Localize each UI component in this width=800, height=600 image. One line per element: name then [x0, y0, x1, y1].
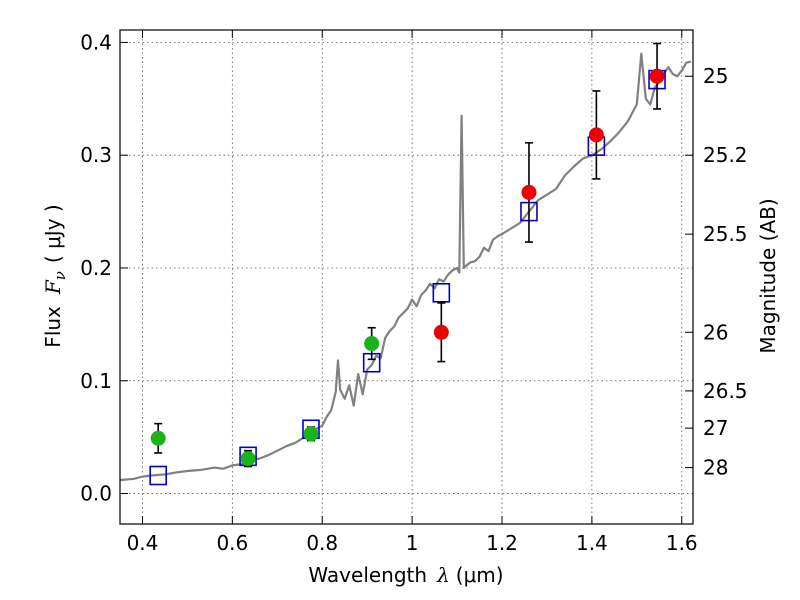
x-tick-label: 0.4 — [127, 531, 159, 555]
y-tick-label: 0.0 — [80, 482, 112, 506]
plot-frame — [119, 29, 694, 525]
x-tick-label: 0.6 — [216, 531, 248, 555]
model-square-marker — [432, 282, 451, 303]
y-axis-title-text: Flux — [41, 306, 65, 348]
y2-tick-label: 26 — [703, 320, 728, 344]
nir-point-marker — [649, 68, 665, 84]
y2-tick-label: 28 — [703, 456, 728, 480]
x-axis-title: Wavelength λ (μm) — [308, 563, 503, 587]
tick-layer: 0.4 0.6 0.8 1 1.2 1.4 1.6 0.0 0.1 0.2 0.3 0.4 25 25.2… — [80, 30, 748, 555]
y2-tick-label: 27 — [703, 416, 728, 440]
y-axis-title-subscript: ν — [51, 271, 69, 280]
x-axis-title-symbol: λ — [436, 563, 450, 587]
y-axis-title: Flux Fν ( μJy ) — [41, 204, 69, 347]
y2-tick-label: 25.2 — [703, 143, 748, 167]
y2-tick-label: 25.5 — [703, 222, 748, 246]
x-axis-title-text: Wavelength — [308, 563, 427, 587]
optical-point-marker — [150, 430, 166, 446]
y-axis-title-symbol: F — [41, 279, 65, 295]
y-tick-label: 0.1 — [80, 369, 112, 393]
optical-point-marker — [240, 451, 256, 467]
x-tick-label: 1.4 — [576, 531, 608, 555]
model-square-marker — [149, 465, 167, 486]
y-tick-label: 0.3 — [80, 143, 112, 167]
x-tick-label: 0.8 — [306, 531, 338, 555]
optical-point-marker — [303, 426, 319, 442]
y2-tick-label: 26.5 — [703, 379, 748, 403]
y-tick-label: 0.2 — [80, 256, 112, 280]
nir-point-marker — [588, 127, 604, 143]
x-axis-title-unit: (μm) — [456, 563, 504, 587]
marker-layer — [149, 42, 666, 486]
x-tick-label: 1.6 — [666, 531, 698, 555]
y2-tick-label: 25 — [703, 64, 728, 88]
spectrum-line — [119, 52, 692, 482]
x-tick-label: 1.2 — [486, 531, 518, 555]
grid-lines — [120, 30, 693, 524]
x-tick-label: 1 — [406, 531, 419, 555]
nir-point-marker — [433, 324, 449, 340]
y-tick-label: 0.4 — [80, 30, 112, 54]
optical-point-marker — [364, 336, 380, 352]
nir-point-marker — [521, 184, 537, 200]
spectrum-layer — [119, 52, 692, 482]
y-axis-title-unit: ( μJy ) — [41, 204, 65, 263]
y2-axis-title: Magnitude (AB) — [756, 198, 780, 353]
